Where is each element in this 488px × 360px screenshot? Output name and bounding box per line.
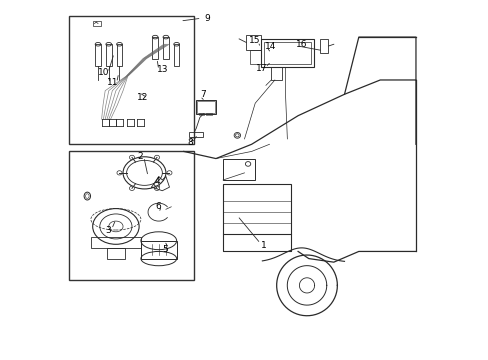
Bar — [91, 237, 141, 248]
Bar — [196, 100, 216, 114]
Bar — [93, 21, 101, 26]
Bar — [260, 39, 313, 67]
Text: 13: 13 — [156, 66, 168, 75]
Bar — [106, 44, 111, 66]
Bar — [69, 152, 194, 280]
Bar — [116, 44, 122, 66]
Bar — [246, 35, 260, 50]
Ellipse shape — [154, 155, 159, 159]
Bar — [249, 50, 260, 64]
Bar — [264, 42, 310, 64]
Text: 8: 8 — [187, 138, 193, 147]
Bar — [189, 132, 203, 137]
Bar — [205, 113, 207, 115]
Bar — [197, 101, 214, 113]
Text: 11: 11 — [106, 78, 118, 87]
Text: 17: 17 — [255, 64, 267, 73]
Bar — [223, 158, 255, 180]
Text: 3: 3 — [105, 225, 111, 234]
Bar — [223, 184, 290, 234]
Bar — [141, 241, 176, 258]
Bar — [163, 37, 168, 59]
Bar — [319, 39, 328, 53]
Text: 9: 9 — [203, 14, 209, 23]
Ellipse shape — [166, 171, 172, 175]
Ellipse shape — [129, 155, 134, 159]
Text: 12: 12 — [137, 93, 148, 102]
Bar — [69, 16, 194, 144]
Bar — [209, 113, 211, 115]
Bar — [202, 113, 204, 115]
Text: 4: 4 — [154, 177, 160, 186]
Bar — [173, 44, 179, 66]
Ellipse shape — [117, 171, 122, 175]
Text: 15: 15 — [248, 36, 260, 45]
Bar — [198, 113, 201, 115]
Text: 14: 14 — [264, 41, 275, 50]
Bar — [95, 44, 101, 66]
Text: 1: 1 — [261, 240, 266, 249]
Ellipse shape — [129, 186, 134, 190]
Text: 2: 2 — [137, 152, 142, 161]
Bar — [152, 37, 158, 59]
Text: 10: 10 — [98, 68, 109, 77]
Bar — [271, 67, 282, 80]
Ellipse shape — [154, 186, 159, 190]
Text: 7: 7 — [200, 90, 206, 99]
Text: 16: 16 — [295, 40, 307, 49]
Bar — [107, 248, 124, 258]
Text: 6: 6 — [155, 202, 161, 211]
Text: 5: 5 — [162, 245, 168, 254]
